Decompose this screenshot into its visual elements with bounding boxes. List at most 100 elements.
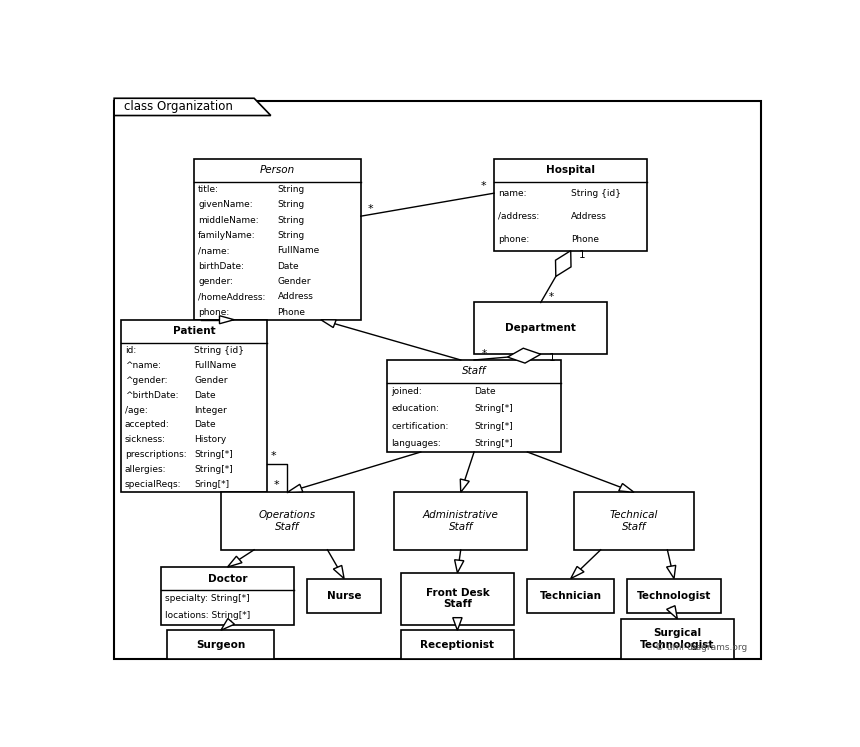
Polygon shape xyxy=(219,316,234,323)
Text: String[*]: String[*] xyxy=(474,404,513,413)
Text: Technical
Staff: Technical Staff xyxy=(610,510,658,532)
Bar xyxy=(621,619,734,659)
Text: 1: 1 xyxy=(549,353,556,363)
Text: *: * xyxy=(482,349,488,359)
Text: Date: Date xyxy=(194,421,216,430)
Text: /address:: /address: xyxy=(498,211,539,220)
Text: ^birthDate:: ^birthDate: xyxy=(125,391,178,400)
Bar xyxy=(308,578,381,613)
Text: History: History xyxy=(194,436,226,444)
Polygon shape xyxy=(666,606,678,619)
Polygon shape xyxy=(460,479,470,492)
Bar xyxy=(574,492,694,550)
Text: String {id}: String {id} xyxy=(571,189,621,198)
Text: specialty: String[*]: specialty: String[*] xyxy=(165,594,249,603)
Bar xyxy=(120,320,267,492)
Text: Sring[*]: Sring[*] xyxy=(194,480,230,489)
Polygon shape xyxy=(221,619,235,630)
Text: prescriptions:: prescriptions: xyxy=(125,450,187,459)
Text: languages:: languages: xyxy=(391,439,441,448)
Bar xyxy=(401,573,514,624)
Polygon shape xyxy=(666,565,676,578)
Bar xyxy=(387,360,561,452)
Text: String: String xyxy=(278,216,304,225)
Text: Staff: Staff xyxy=(462,367,486,376)
Text: gender:: gender: xyxy=(198,277,233,286)
Text: Date: Date xyxy=(474,387,495,396)
Text: Surgeon: Surgeon xyxy=(196,639,245,650)
Text: middleName:: middleName: xyxy=(198,216,259,225)
Text: sickness:: sickness: xyxy=(125,436,166,444)
Polygon shape xyxy=(114,99,271,116)
Text: *: * xyxy=(274,480,280,490)
Text: class Organization: class Organization xyxy=(124,100,233,114)
Bar xyxy=(628,578,721,613)
Text: ^gender:: ^gender: xyxy=(125,376,168,385)
Bar xyxy=(168,630,274,659)
Text: name:: name: xyxy=(498,189,526,198)
Polygon shape xyxy=(452,618,462,630)
Text: /name:: /name: xyxy=(198,247,230,255)
Text: specialReqs:: specialReqs: xyxy=(125,480,181,489)
Bar xyxy=(161,567,294,624)
Text: © uml-diagrams.org: © uml-diagrams.org xyxy=(655,643,747,652)
Text: locations: String[*]: locations: String[*] xyxy=(165,612,250,621)
Polygon shape xyxy=(321,320,336,327)
Polygon shape xyxy=(334,565,344,578)
Text: certification:: certification: xyxy=(391,421,449,430)
Text: /age:: /age: xyxy=(125,406,148,415)
Text: String: String xyxy=(278,231,304,240)
Text: /homeAddress:: /homeAddress: xyxy=(198,292,266,301)
Text: String[*]: String[*] xyxy=(194,465,233,474)
Text: String[*]: String[*] xyxy=(474,439,513,448)
Bar xyxy=(221,492,354,550)
Text: ^name:: ^name: xyxy=(125,361,161,370)
Polygon shape xyxy=(227,557,242,567)
Text: Phone: Phone xyxy=(571,235,599,244)
Text: String[*]: String[*] xyxy=(474,421,513,430)
Text: Administrative
Staff: Administrative Staff xyxy=(423,510,499,532)
Bar xyxy=(474,303,607,354)
Polygon shape xyxy=(618,483,634,492)
Text: Hospital: Hospital xyxy=(546,165,595,175)
Text: Doctor: Doctor xyxy=(208,574,247,583)
Text: Receptionist: Receptionist xyxy=(421,639,494,650)
Polygon shape xyxy=(556,251,571,276)
Polygon shape xyxy=(455,560,464,573)
Polygon shape xyxy=(571,566,584,578)
Text: FullName: FullName xyxy=(278,247,320,255)
Text: Operations
Staff: Operations Staff xyxy=(259,510,316,532)
Text: Gender: Gender xyxy=(278,277,311,286)
Text: familyName:: familyName: xyxy=(198,231,255,240)
Text: phone:: phone: xyxy=(498,235,529,244)
Text: 1: 1 xyxy=(579,249,586,260)
Text: Nurse: Nurse xyxy=(327,591,361,601)
Polygon shape xyxy=(287,484,303,492)
Text: accepted:: accepted: xyxy=(125,421,169,430)
Text: Technician: Technician xyxy=(540,591,602,601)
Text: Person: Person xyxy=(260,165,295,175)
Text: birthDate:: birthDate: xyxy=(198,261,244,270)
Text: phone:: phone: xyxy=(198,308,230,317)
Text: allergies:: allergies: xyxy=(125,465,166,474)
Text: FullName: FullName xyxy=(194,361,237,370)
Text: Department: Department xyxy=(506,323,576,333)
Bar xyxy=(401,630,514,659)
Text: Gender: Gender xyxy=(194,376,228,385)
Text: Patient: Patient xyxy=(173,326,216,336)
Text: Technologist: Technologist xyxy=(637,591,711,601)
Text: Integer: Integer xyxy=(194,406,227,415)
Bar xyxy=(494,158,648,251)
Text: *: * xyxy=(481,181,487,190)
Text: Front Desk
Staff: Front Desk Staff xyxy=(426,588,489,610)
Text: Date: Date xyxy=(278,261,299,270)
Text: Phone: Phone xyxy=(278,308,305,317)
Text: *: * xyxy=(549,291,554,302)
Text: String {id}: String {id} xyxy=(194,346,244,355)
Text: String[*]: String[*] xyxy=(194,450,233,459)
Text: givenName:: givenName: xyxy=(198,200,253,209)
Text: String: String xyxy=(278,200,304,209)
Text: Address: Address xyxy=(571,211,606,220)
Text: *: * xyxy=(367,204,373,214)
Text: joined:: joined: xyxy=(391,387,422,396)
